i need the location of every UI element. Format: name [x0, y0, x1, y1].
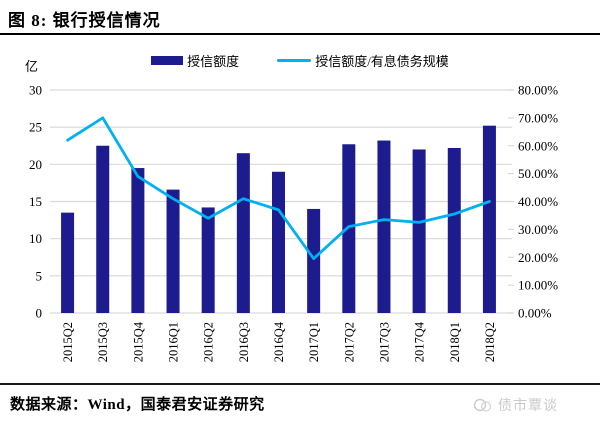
legend-line-swatch-icon	[277, 58, 312, 62]
watermark-text: 债市覃谈	[498, 399, 558, 414]
footer: 数据来源：Wind，国泰君安证券研究 债市覃谈	[0, 383, 600, 434]
svg-text:2017Q1: 2017Q1	[307, 322, 321, 362]
page-title: 图 8: 银行授信情况	[8, 11, 161, 30]
svg-text:40.00%: 40.00%	[518, 194, 558, 209]
svg-text:2015Q4: 2015Q4	[131, 321, 145, 362]
svg-text:30: 30	[29, 83, 42, 98]
svg-text:25: 25	[29, 120, 42, 135]
bar-line-chart: 0 5 10 15 20 25 30 0.00% 10.00% 20.00% 30.00% 40.00…	[29, 83, 558, 363]
svg-text:15: 15	[29, 194, 42, 209]
svg-text:2017Q3: 2017Q3	[377, 322, 391, 362]
svg-text:20.00%: 20.00%	[518, 250, 558, 265]
svg-text:2015Q2: 2015Q2	[61, 322, 75, 362]
title-bar: 图 8: 银行授信情况	[0, 0, 600, 35]
svg-text:60.00%: 60.00%	[518, 138, 558, 153]
svg-text:2015Q3: 2015Q3	[96, 322, 110, 362]
svg-text:80.00%: 80.00%	[518, 83, 558, 98]
chart-legend: 授信额度 授信额度/有息债务规模	[0, 50, 600, 70]
svg-text:2016Q4: 2016Q4	[272, 321, 286, 362]
svg-text:2016Q3: 2016Q3	[237, 322, 251, 362]
legend-line-label: 授信额度/有息债务规模	[315, 53, 449, 69]
watermark: 债市覃谈	[473, 395, 558, 415]
svg-text:2018Q2: 2018Q2	[483, 322, 497, 362]
legend-item-bar: 授信额度	[151, 51, 239, 70]
svg-text:30.00%: 30.00%	[518, 222, 558, 237]
svg-text:2016Q2: 2016Q2	[202, 322, 216, 362]
svg-text:2017Q4: 2017Q4	[413, 321, 427, 362]
svg-text:70.00%: 70.00%	[518, 110, 558, 125]
svg-text:10: 10	[29, 231, 42, 246]
watermark-logo-icon	[473, 398, 492, 412]
legend-item-line: 授信额度/有息债务规模	[277, 51, 449, 70]
legend-bar-label: 授信额度	[187, 53, 240, 69]
legend-bar-swatch-icon	[151, 55, 184, 65]
svg-text:20: 20	[29, 157, 42, 172]
svg-text:5: 5	[36, 268, 43, 283]
svg-text:0: 0	[36, 306, 43, 321]
svg-text:10.00%: 10.00%	[518, 278, 558, 293]
svg-text:0.00%: 0.00%	[518, 306, 552, 321]
svg-text:50.00%: 50.00%	[518, 166, 558, 181]
left-axis-unit-label: 亿	[25, 59, 39, 74]
svg-text:2017Q2: 2017Q2	[342, 322, 356, 362]
data-source-text: 数据来源：Wind，国泰君安证券研究	[10, 397, 265, 413]
svg-text:2016Q1: 2016Q1	[167, 322, 181, 362]
svg-text:2018Q1: 2018Q1	[448, 322, 462, 362]
